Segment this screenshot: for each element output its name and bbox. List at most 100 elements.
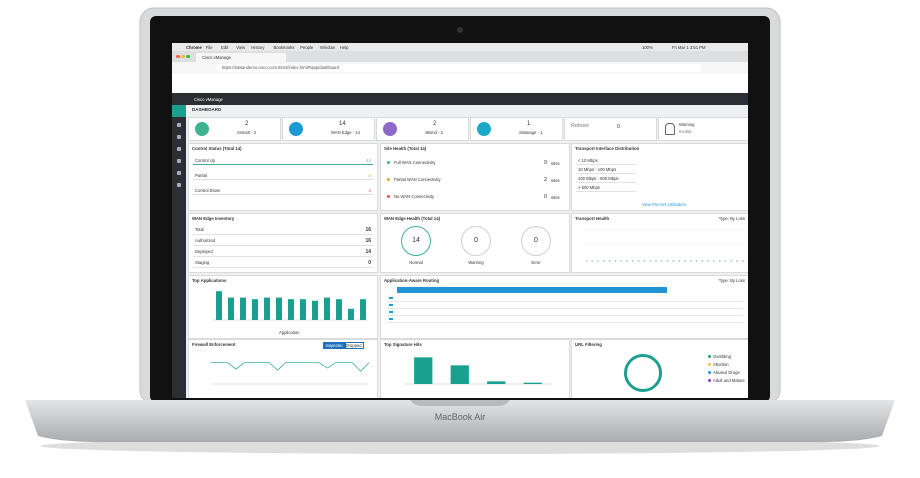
bar [228,297,234,320]
bar [276,297,282,320]
menu-item[interactable]: Window [320,44,335,50]
legend-label: Abortion [713,362,729,367]
status-tile[interactable]: 2 vSmart - 2 [188,117,281,141]
panel: Control Status (Total 14) Control Up 14 Par… [188,143,378,211]
content-area [172,74,748,93]
sidebar [172,105,186,398]
row-unit: sites [551,194,560,200]
row-bar [193,194,373,195]
row-value: 0 [368,259,371,266]
panel: WAN Edge Health (Total 14) 14 Normal 0 Warni… [380,213,570,273]
menu-item[interactable]: Chrome [186,44,202,50]
toggle[interactable]: Inspected [323,341,347,349]
toggle[interactable]: Dropped [343,341,365,349]
model-label: MacBook Air [435,412,486,422]
bar [487,381,506,384]
status-dot [387,177,390,181]
tab-bar: Cisco vManage [172,51,748,62]
row-value: 0 [368,173,371,178]
nav-icon[interactable] [177,171,181,175]
chart [405,357,551,385]
status-tile[interactable]: Warning Invalid [658,117,748,141]
url-field[interactable]: https://sdwandemo.cisco.com:8443/index.h… [216,64,702,72]
panel-title: Top Signature Hits [384,342,422,347]
row-label: Deployed [195,249,213,254]
row-divider [576,164,636,165]
row-label: Control Up [195,158,216,163]
nav-icon[interactable] [177,183,181,187]
table-header [397,287,667,293]
camera [457,27,463,33]
tab[interactable]: Cisco vManage [196,53,286,62]
utilization-link[interactable]: View Percent Utilization [642,202,686,207]
panel-title: Top Applications [192,278,227,283]
panel-title: Site Health (Total 14) [384,146,427,151]
nav-icon[interactable] [177,147,181,151]
status-tile[interactable]: 14 WAN Edge - 14 [282,117,375,141]
window-button [176,54,180,58]
bar [360,299,366,320]
row-icon [389,303,393,306]
menu-item[interactable]: File [205,44,213,50]
panel-title: Transport Interface Distribution [575,146,640,151]
row-value: 14 [365,248,371,255]
type-select[interactable]: Type: By Loss [718,278,745,283]
menu-item[interactable]: Edit [221,44,229,50]
row-icon [389,317,393,320]
panel: WAN Edge Inventory Total 16 Authorized 16 Dep… [188,213,378,273]
panel: Firewall Enforcement Inspected Dropped [188,339,378,398]
menu-item[interactable]: Bookmarks [273,44,295,50]
bar [312,300,318,320]
nav-icon[interactable] [177,159,181,163]
bar [348,308,354,320]
table-row[interactable] [387,302,743,309]
row-divider [576,191,636,192]
menu-item[interactable]: History [251,44,265,50]
menu-item[interactable]: Help [339,44,349,50]
panel-title: Firewall Enforcement [192,342,236,347]
menu-item[interactable]: View [236,44,246,50]
tile-icon [477,122,491,136]
bar [300,299,306,320]
row-value: 0 [368,188,371,193]
legend-label: Gambling [713,354,731,359]
tile-value: 0 [617,124,621,130]
bar [324,297,330,320]
nav-icon[interactable] [177,135,181,139]
series-line [211,362,370,372]
tile-value: 14 [339,121,346,127]
range-label: > 500 Mbps [578,185,600,190]
table-row[interactable] [387,316,743,323]
row-icon [389,296,393,299]
legend-label: Adult and Mature [713,378,745,383]
tile-value: 1 [527,121,531,127]
window-button [181,54,185,58]
row-label: Partial WAN Connectivity [394,177,441,182]
legend-label: Abused Drugs [713,370,740,375]
app-header: Cisco vManage [172,93,748,105]
status-tile[interactable]: 1 vManage - 1 [470,117,563,141]
menu-item[interactable]: People [300,44,314,50]
row-label: Total [195,227,204,232]
range-label: < 10 Mbps [578,158,598,163]
status-tile[interactable]: 2 vBond - 2 [376,117,469,141]
tile-icon [195,122,209,136]
bar [252,299,258,320]
status-dot [387,194,390,198]
health-label: Warning [468,260,484,265]
tile-label: vManage - 1 [519,130,543,135]
row-label: Control Down [195,188,221,193]
panel: URL Filtering Gambling Abortion Abused Drug… [571,339,748,398]
row-bar [193,179,373,180]
table-row[interactable] [387,309,743,316]
type-select[interactable]: Type: By Loss [718,216,745,221]
health-label: Normal [409,260,423,265]
nav-icon[interactable] [177,123,181,127]
status-tile[interactable]: Reboot 0 [564,117,657,141]
row-bar [193,164,373,166]
health-ring: 0 [521,226,551,256]
table-row[interactable] [387,295,743,302]
row-label: No WAN Connectivity [394,194,435,199]
donut [624,354,662,392]
